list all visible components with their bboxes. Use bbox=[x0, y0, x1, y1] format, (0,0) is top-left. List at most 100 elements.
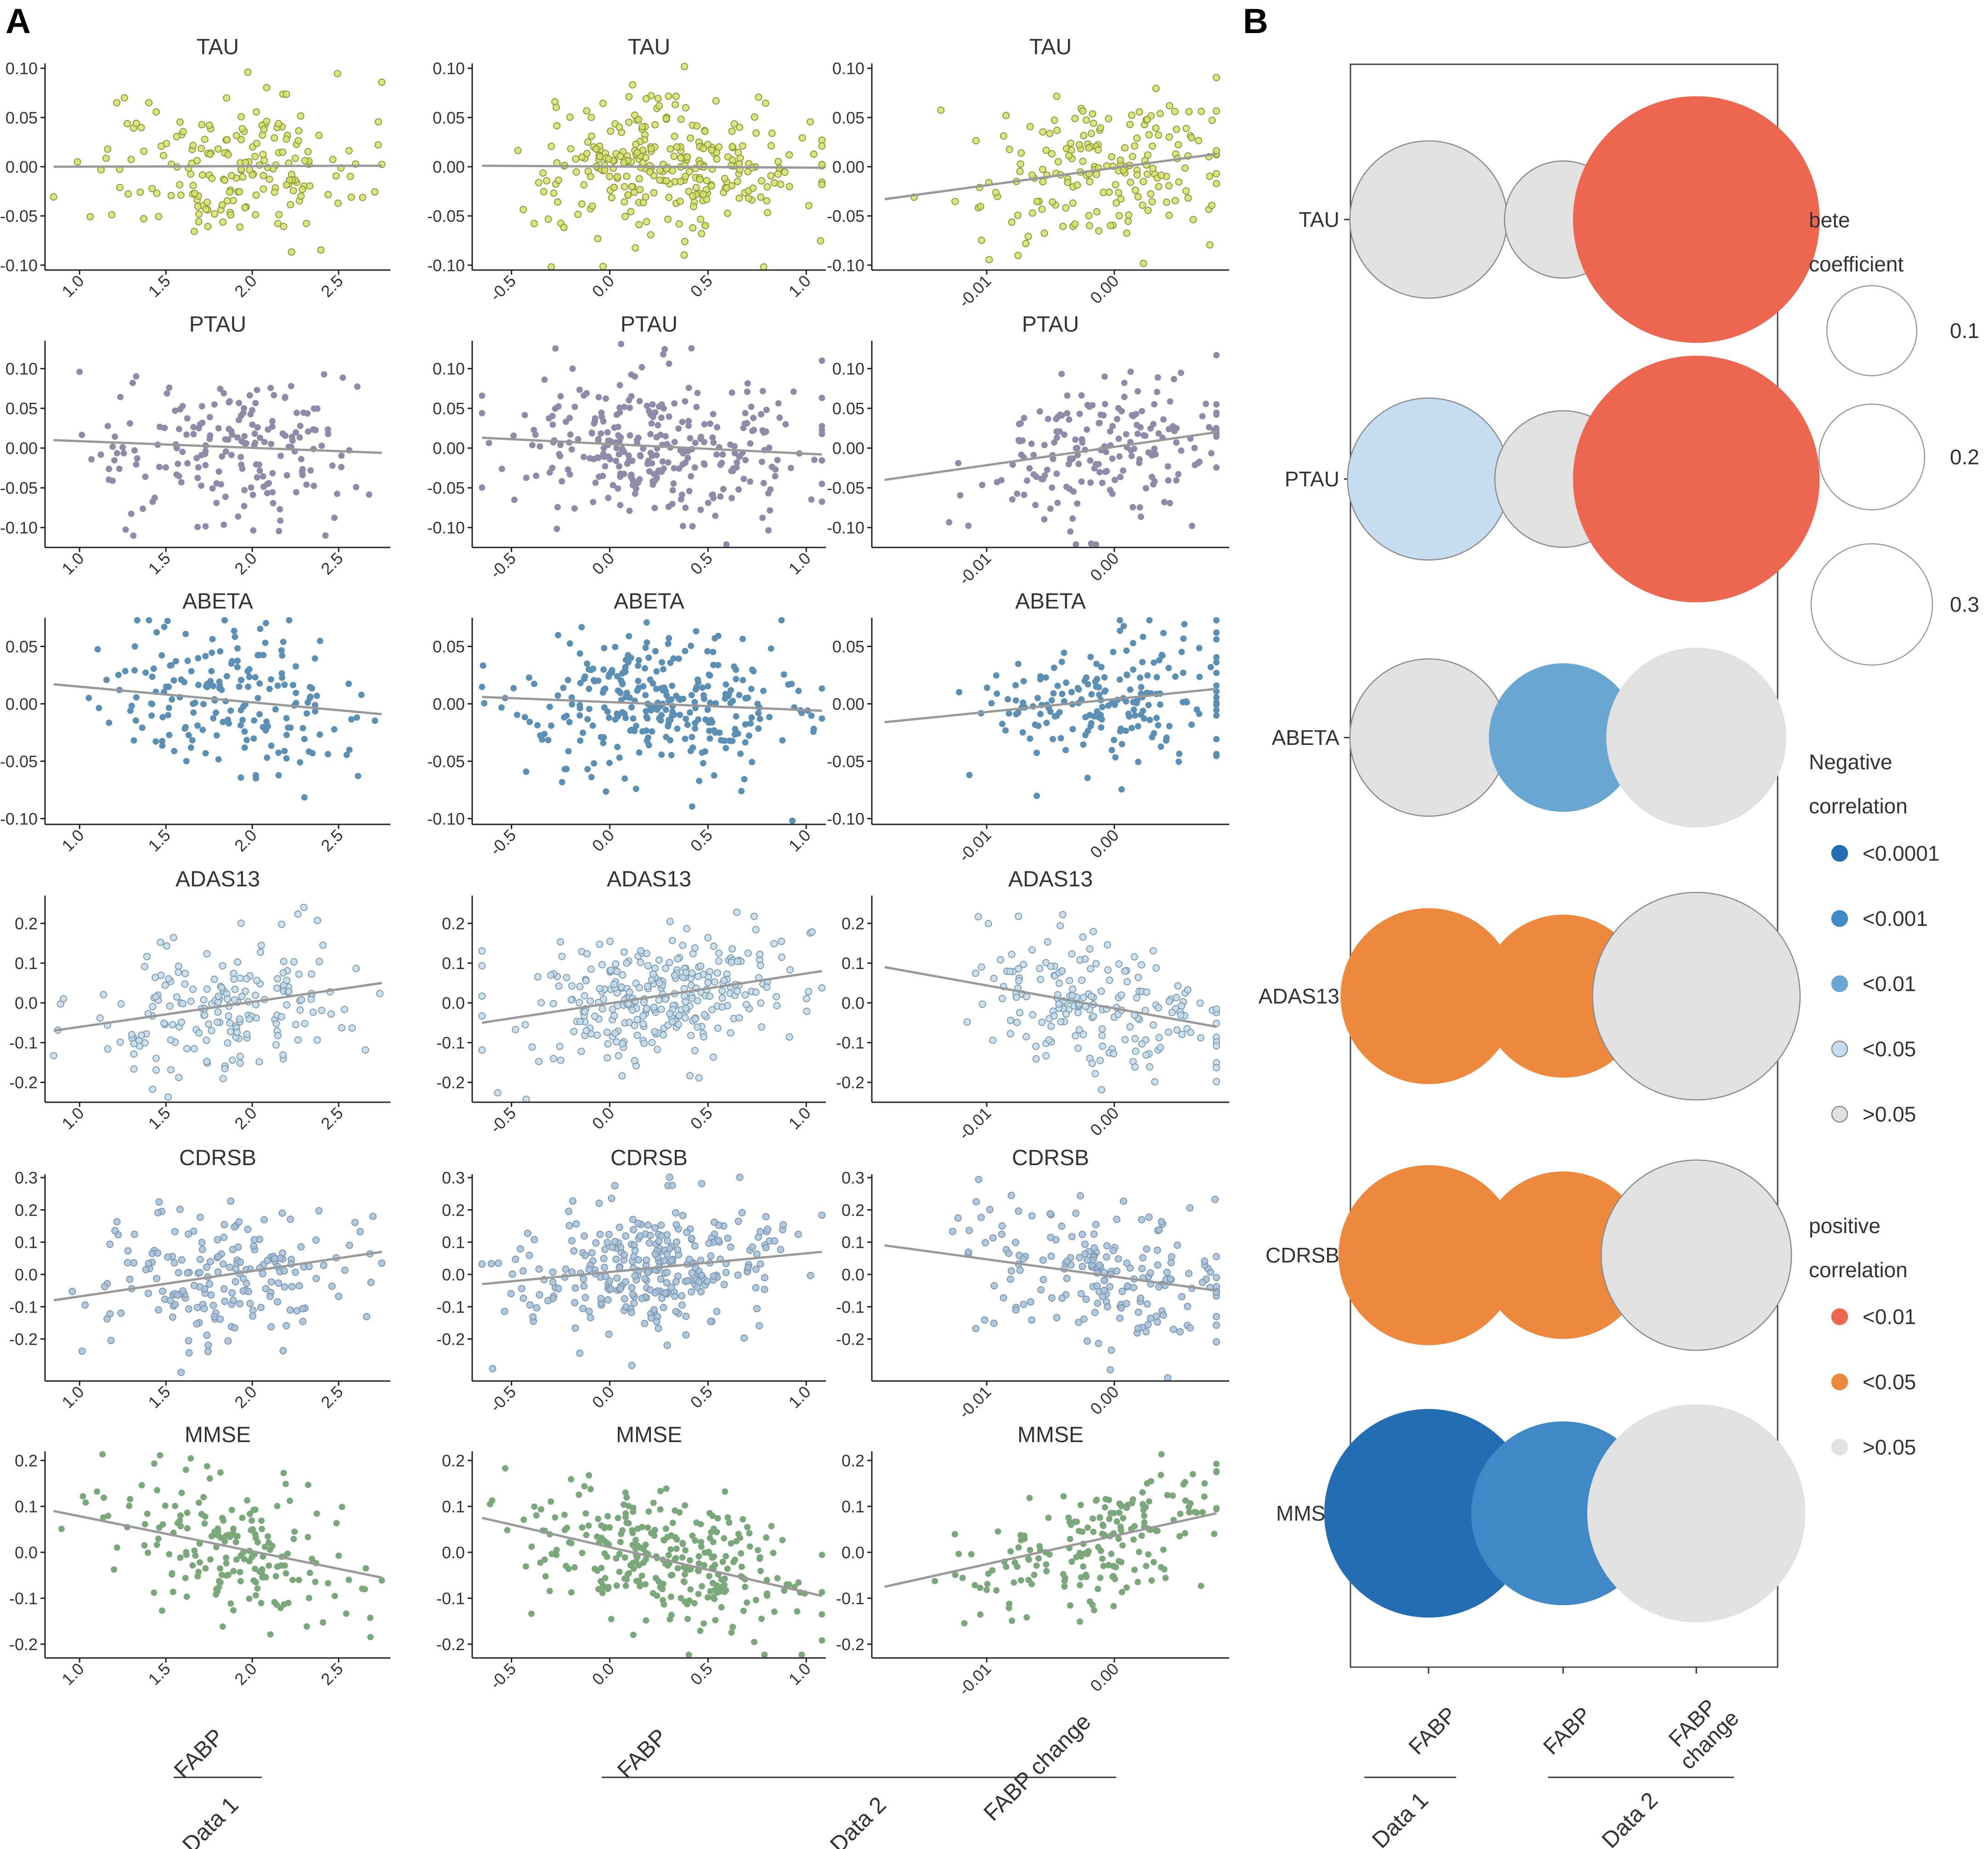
scatter-point bbox=[190, 709, 197, 716]
scatter-point bbox=[600, 1255, 608, 1263]
scatter-point bbox=[164, 390, 170, 397]
scatter-point bbox=[178, 1256, 186, 1264]
scatter-point bbox=[570, 1247, 578, 1255]
scatter-point bbox=[644, 1268, 652, 1276]
scatter-point bbox=[818, 180, 826, 188]
x-tick-label: 0.0 bbox=[588, 271, 618, 301]
scatter-point bbox=[203, 198, 211, 206]
scatter-point bbox=[1213, 617, 1220, 624]
scatter-point bbox=[682, 735, 689, 742]
scatter-point bbox=[666, 1010, 674, 1018]
scatter-point bbox=[587, 113, 595, 121]
scatter-point bbox=[312, 708, 319, 715]
scatter-point bbox=[616, 152, 624, 160]
scatter-point bbox=[752, 1597, 759, 1603]
scatter-point bbox=[203, 1463, 210, 1470]
scatter-point bbox=[629, 1291, 637, 1298]
scatter-point bbox=[518, 1285, 525, 1292]
scatter-point bbox=[104, 1045, 112, 1053]
scatter-point bbox=[189, 986, 197, 993]
scatter-point bbox=[260, 473, 266, 480]
scatter-point bbox=[596, 1230, 604, 1238]
x-tick-label: 2.5 bbox=[317, 549, 346, 578]
scatter-point bbox=[679, 1554, 686, 1561]
scatter-point bbox=[248, 1527, 254, 1533]
scatter-point bbox=[286, 1306, 294, 1314]
scatter-point bbox=[1213, 712, 1220, 719]
scatter-point bbox=[978, 1000, 986, 1008]
y-tick-label: -0.05 bbox=[0, 207, 38, 225]
scatter-point bbox=[600, 686, 607, 693]
y-tick-label: 0.00 bbox=[832, 439, 864, 458]
scatter-point bbox=[195, 218, 203, 225]
scatter-point bbox=[622, 664, 629, 671]
group-label-data2: Data 2 bbox=[825, 1792, 891, 1849]
scatter-point bbox=[692, 184, 700, 192]
y-tick-label: 0.3 bbox=[15, 1168, 38, 1187]
scatter-point bbox=[256, 680, 263, 687]
scatter-point bbox=[190, 424, 197, 431]
scatter-point bbox=[367, 1614, 374, 1621]
scatter-point bbox=[166, 1002, 174, 1010]
scatter-point bbox=[1146, 1498, 1152, 1505]
scatter-point bbox=[282, 1481, 289, 1488]
scatter-point bbox=[126, 420, 133, 427]
scatter-point bbox=[295, 970, 303, 978]
scatter-point bbox=[137, 124, 145, 131]
scatter-point bbox=[486, 1501, 493, 1507]
scatter-point bbox=[354, 714, 360, 721]
scatter-point bbox=[1038, 1019, 1046, 1026]
scatter-point bbox=[531, 427, 537, 434]
scatter-point bbox=[208, 1533, 215, 1540]
scatter-point bbox=[1199, 413, 1206, 420]
scatter-point bbox=[740, 424, 747, 431]
scatter-point bbox=[1063, 1257, 1071, 1265]
scatter-point bbox=[708, 182, 715, 190]
scatter-point bbox=[194, 474, 201, 481]
x-tick-label: 0.00 bbox=[1086, 271, 1123, 308]
scatter-point bbox=[613, 968, 621, 975]
scatter-point bbox=[609, 1243, 616, 1251]
scatter-point bbox=[512, 1026, 520, 1033]
scatter-point bbox=[1118, 1304, 1125, 1312]
scatter-point bbox=[587, 173, 594, 180]
scatter-point bbox=[523, 474, 530, 481]
scatter-point bbox=[623, 689, 630, 696]
scatter-point bbox=[621, 775, 628, 782]
scatter-point bbox=[241, 728, 248, 735]
scatter-point bbox=[1050, 736, 1056, 743]
scatter-point bbox=[1110, 1603, 1117, 1610]
scatter-point bbox=[627, 432, 633, 439]
scatter-point bbox=[131, 447, 138, 454]
scatter-point bbox=[343, 1610, 350, 1617]
scatter-point bbox=[107, 1336, 115, 1344]
scatter-point bbox=[650, 1499, 657, 1506]
scatter-point bbox=[1213, 736, 1220, 743]
scatter-point bbox=[203, 985, 211, 993]
scatter-point bbox=[738, 1563, 745, 1570]
scatter-point bbox=[701, 127, 709, 135]
scatter-point bbox=[526, 1301, 534, 1309]
scatter-point bbox=[673, 1238, 680, 1246]
scatter-point bbox=[576, 650, 583, 657]
scatter-point bbox=[1132, 712, 1139, 719]
scatter-point bbox=[369, 1212, 377, 1220]
x-tick-label: 1.0 bbox=[58, 1659, 87, 1689]
scatter-point bbox=[602, 1273, 610, 1280]
scatter-point bbox=[171, 1301, 179, 1308]
scatter-point bbox=[559, 478, 565, 485]
scatter-point bbox=[288, 248, 295, 256]
scatter-point bbox=[264, 1257, 271, 1264]
scatter-point bbox=[715, 662, 722, 669]
scatter-point bbox=[637, 958, 644, 966]
scatter-point bbox=[1054, 682, 1061, 689]
scatter-point bbox=[259, 1526, 265, 1533]
scatter-point bbox=[252, 191, 260, 199]
scatter-point bbox=[663, 733, 670, 740]
scatter-point bbox=[649, 728, 655, 735]
x-tick-label: -0.01 bbox=[955, 549, 995, 589]
scatter-point bbox=[220, 1234, 228, 1241]
x-tick-label: 0.00 bbox=[1086, 1104, 1123, 1140]
scatter-point bbox=[178, 479, 185, 486]
scatter-point bbox=[213, 480, 220, 487]
